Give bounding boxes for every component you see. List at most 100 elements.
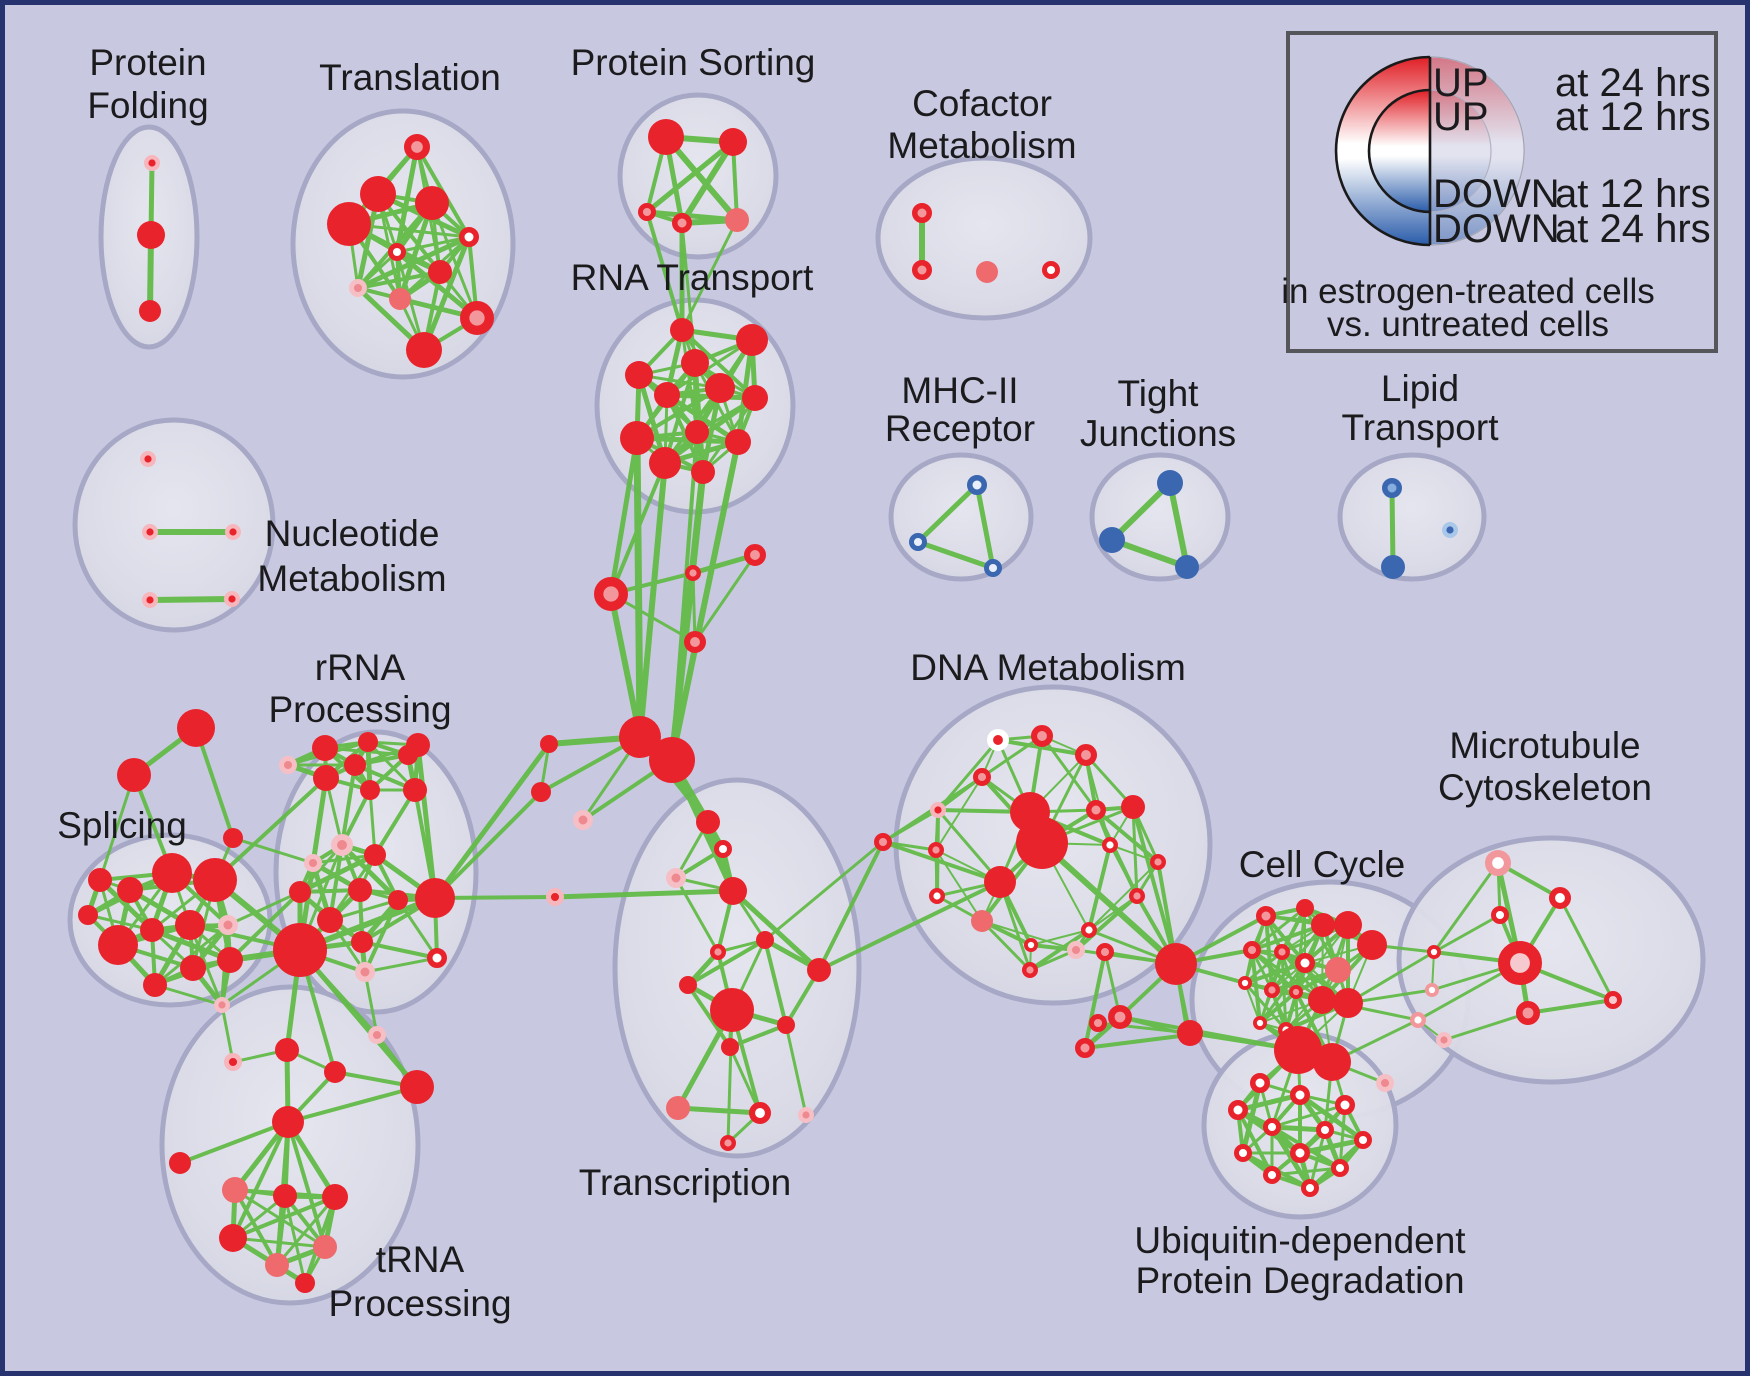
gene-node [351,931,373,953]
gene-node [1425,982,1440,997]
interaction-edge [1088,861,1159,931]
gene-node [984,866,1016,898]
interaction-edge [693,553,757,644]
gene-node [459,227,479,247]
gene-node [908,532,927,551]
gene-node [744,544,767,567]
interaction-edge [644,139,736,215]
interaction-edge [147,596,235,603]
interaction-edge [1087,843,1112,932]
gene-node [1549,887,1572,910]
cluster-label-lipid-transport: Lipid [1381,368,1459,409]
gene-node [1274,1026,1322,1074]
interaction-edge [1432,913,1502,954]
gene-node [304,853,323,872]
gene-node [1381,555,1405,579]
gene-node [141,592,158,609]
interaction-edge [1250,948,1324,1002]
interaction-edge [691,470,705,575]
cluster-ellipse-cofactor-metabolism [875,155,1093,321]
gene-node [540,735,558,753]
gene-node [137,221,165,249]
interaction-edge [980,919,1032,972]
gene-node [1313,1043,1351,1081]
gene-node [317,907,343,933]
gene-node [1498,940,1543,985]
interaction-edge [817,840,885,972]
interaction-edge [686,983,732,1049]
gene-node [1238,975,1253,990]
gene-node [1484,850,1511,877]
legend-time-label: at 12 hrs [1555,172,1711,216]
interaction-edge [915,539,996,571]
gene-node [324,1061,346,1083]
gene-node [1308,986,1336,1014]
interaction-edge [1243,961,1307,985]
gene-node [625,361,653,389]
interaction-edge [728,1045,762,1115]
gene-node [143,973,167,997]
gene-node [273,1184,297,1208]
interaction-edge [974,482,996,571]
interaction-edge [763,938,788,1027]
interaction-edge [1243,950,1284,985]
gene-node [736,324,768,356]
gene-node [177,709,215,747]
gene-node [1290,1085,1310,1105]
gene-node [1409,1012,1426,1029]
interaction-edge [395,235,471,254]
interaction-edge [213,776,328,882]
gene-node [141,524,158,541]
interaction-edge [1131,805,1178,966]
gene-node [777,1016,795,1034]
gene-node [710,944,727,961]
gene-node [1128,888,1145,905]
gene-node [807,958,831,982]
interaction-edge [663,134,740,223]
gene-node [1256,906,1276,926]
interaction-edge [1432,861,1500,954]
cluster-label-transcription: Transcription [579,1162,791,1203]
gene-node [117,758,151,792]
gene-node [705,373,735,403]
gene-node [742,385,768,411]
gene-node [1273,944,1290,961]
interaction-edge [1338,1103,1347,1170]
gene-node [1300,1178,1319,1197]
legend-direction-label: DOWN [1433,207,1560,251]
interaction-edge [637,460,668,740]
gene-node [1427,944,1442,959]
gene-node [213,997,230,1014]
interaction-edge [220,1003,235,1064]
cluster-label-dna-metabolism: DNA Metabolism [910,647,1186,688]
gene-node [928,842,945,859]
gene-node [1262,1165,1281,1184]
gene-node [1155,943,1197,985]
gene-node [670,318,694,342]
cluster-label-cofactor-metabolism: Metabolism [887,125,1076,166]
interaction-edge [1167,480,1190,570]
gene-node [1242,940,1261,959]
cluster-label-ubiquitin-dependent-protein-degradation: Ubiquitin-dependent [1134,1220,1466,1261]
interaction-edge [915,482,980,545]
cluster-ellipse-nucleotide-metabolism [72,417,276,633]
interaction-edge [432,741,552,901]
gene-node [140,918,164,942]
gene-node [719,877,747,905]
interaction-edge [1109,480,1173,543]
interaction-edge [763,840,885,942]
interaction-edge [97,877,155,933]
gene-node [224,1052,243,1071]
interaction-edge [360,940,439,960]
gene-node [139,451,156,468]
gene-node [1108,1004,1133,1029]
gene-node [545,887,564,906]
gene-node [1080,922,1097,939]
cluster-label-nucleotide-metabolism: Nucleotide [265,513,440,554]
gene-node [400,1070,434,1104]
gene-node [265,1253,289,1277]
legend-dial-right-half-veil [1430,57,1524,245]
cluster-label-microtubule-cytoskeleton: Microtubule [1449,725,1640,766]
interaction-edge [784,1023,808,1117]
